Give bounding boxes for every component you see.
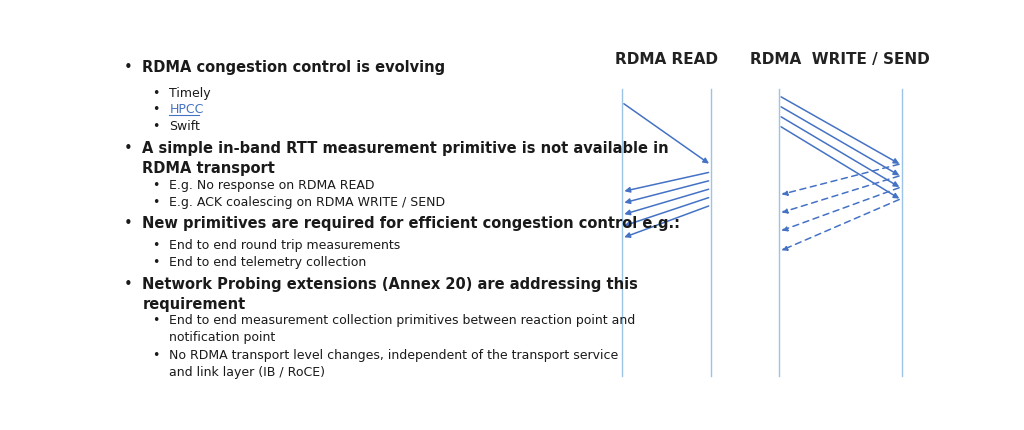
Text: •: • [124,60,133,75]
Text: Timely: Timely [169,86,211,99]
Text: •: • [153,103,160,116]
Text: HPCC: HPCC [169,103,204,116]
Text: •: • [153,86,160,99]
Text: E.g. No response on RDMA READ: E.g. No response on RDMA READ [169,179,375,192]
Text: •: • [153,120,160,132]
Text: Swift: Swift [169,120,200,132]
Text: End to end telemetry collection: End to end telemetry collection [169,255,367,268]
Text: •: • [153,196,160,209]
Text: No RDMA transport level changes, independent of the transport service
and link l: No RDMA transport level changes, indepen… [169,348,618,378]
Text: End to end round trip measurements: End to end round trip measurements [169,239,400,252]
Text: •: • [124,215,133,230]
Text: •: • [153,255,160,268]
Text: RDMA READ: RDMA READ [615,52,718,67]
Text: End to end measurement collection primitives between reaction point and
notifica: End to end measurement collection primit… [169,313,636,343]
Text: E.g. ACK coalescing on RDMA WRITE / SEND: E.g. ACK coalescing on RDMA WRITE / SEND [169,196,445,209]
Text: •: • [153,313,160,326]
Text: •: • [153,239,160,252]
Text: RDMA  WRITE / SEND: RDMA WRITE / SEND [751,52,930,67]
Text: •: • [124,277,133,292]
Text: New primitives are required for efficient congestion control e.g.:: New primitives are required for efficien… [142,215,680,230]
Text: RDMA congestion control is evolving: RDMA congestion control is evolving [142,60,445,75]
Text: •: • [153,179,160,192]
Text: •: • [124,141,133,156]
Text: A simple in-band RTT measurement primitive is not available in
RDMA transport: A simple in-band RTT measurement primiti… [142,141,669,176]
Text: Network Probing extensions (Annex 20) are addressing this
requirement: Network Probing extensions (Annex 20) ar… [142,277,638,311]
Text: •: • [153,348,160,361]
